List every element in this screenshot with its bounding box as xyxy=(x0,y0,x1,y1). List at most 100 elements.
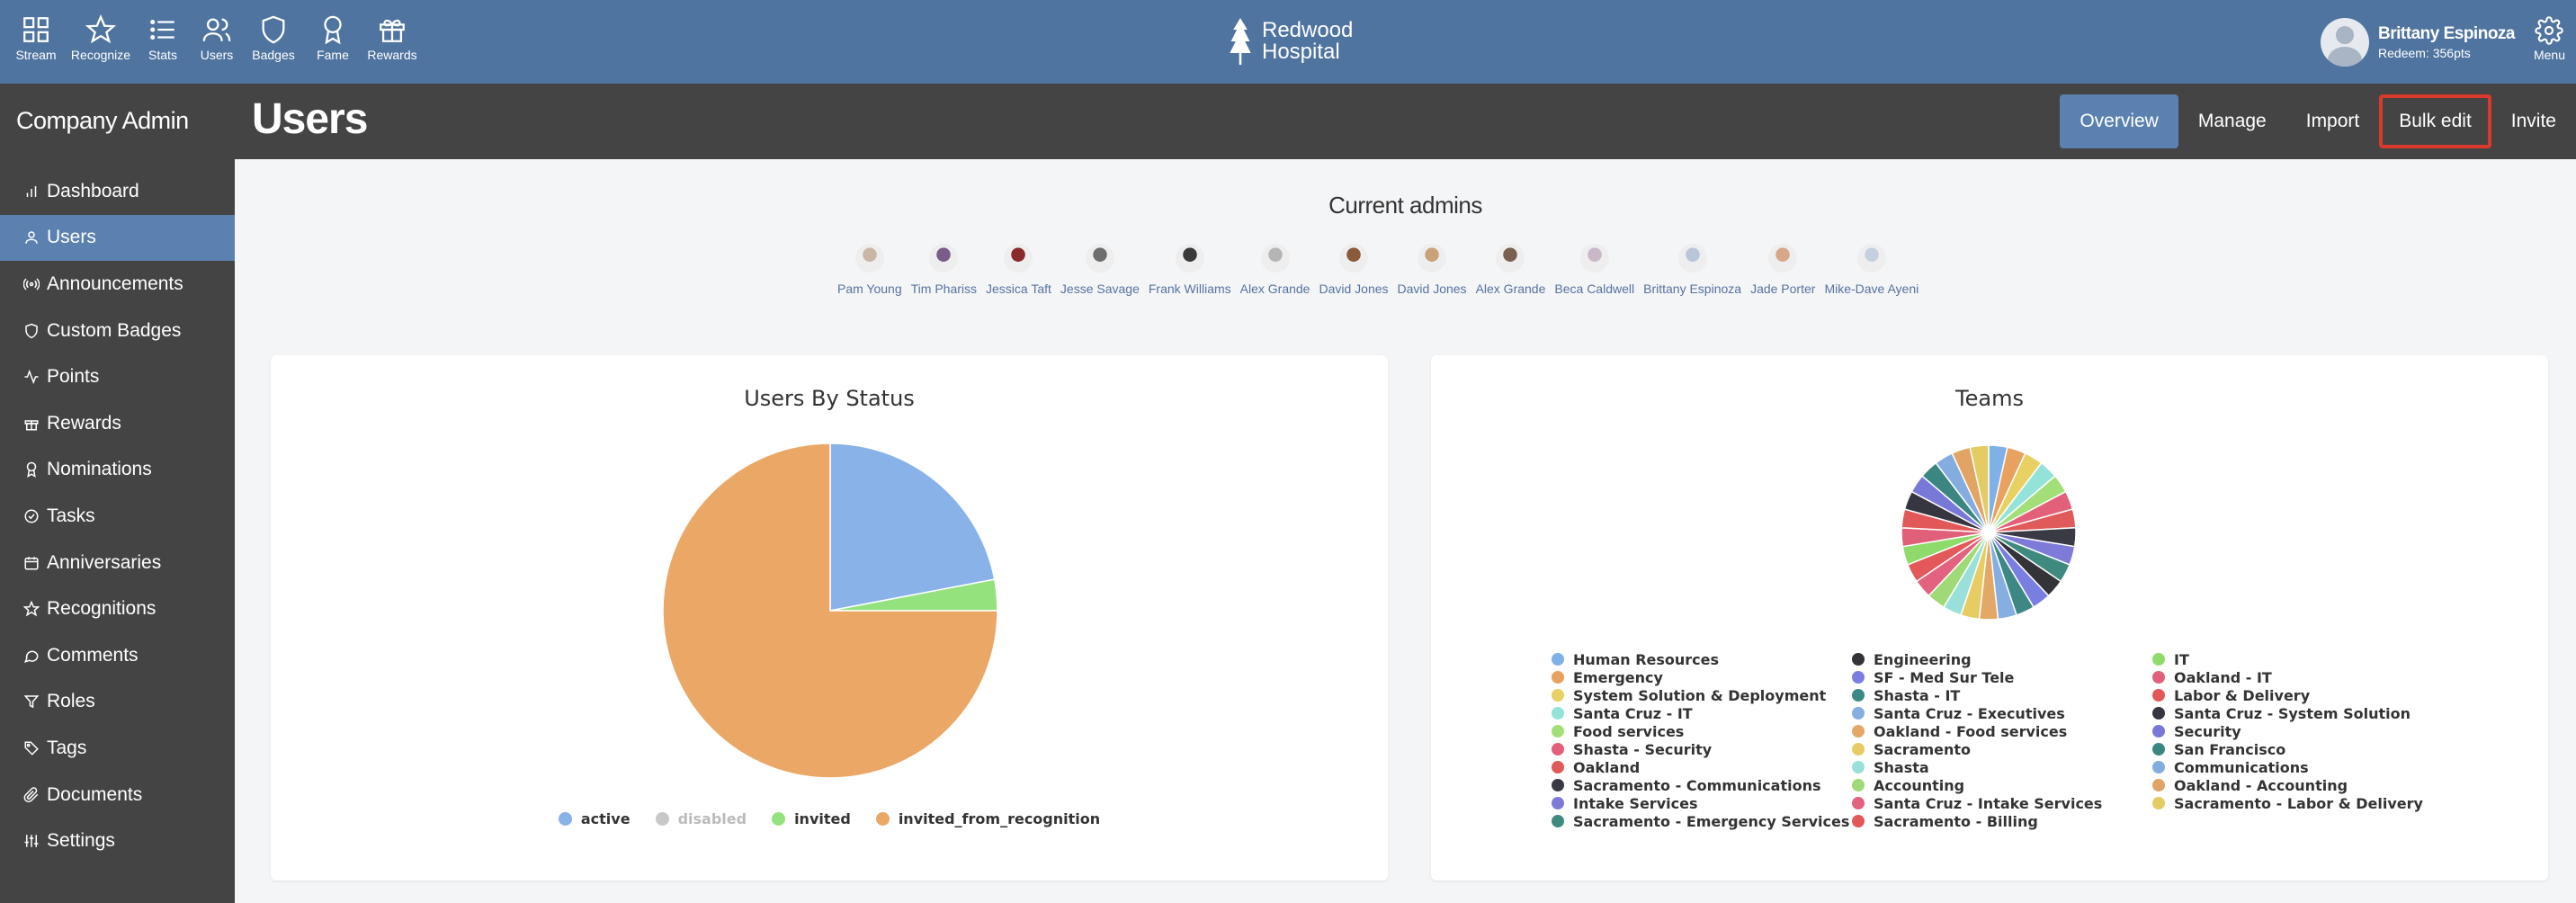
nav-fame[interactable]: Fame xyxy=(306,14,360,62)
sidebar-item-comments[interactable]: Comments xyxy=(0,632,235,679)
legend-item[interactable]: Santa Cruz - Executives xyxy=(1852,704,2152,722)
pie-slice[interactable] xyxy=(662,443,998,779)
admin-item[interactable]: Pam Young xyxy=(837,244,902,296)
section-title: Company Admin xyxy=(16,107,189,134)
legend-item[interactable]: Human Resources xyxy=(1552,650,1852,668)
sidebar-item-tags[interactable]: Tags xyxy=(0,725,235,772)
admin-name[interactable]: Mike-Dave Ayeni xyxy=(1824,282,1919,296)
sidebar-item-announcements[interactable]: Announcements xyxy=(0,261,235,308)
sidebar-item-dashboard[interactable]: Dashboard xyxy=(0,168,235,215)
admin-name[interactable]: Brittany Espinoza xyxy=(1643,282,1742,296)
sidebar-item-custom-badges[interactable]: Custom Badges xyxy=(0,308,235,354)
tab-invite[interactable]: Invite xyxy=(2510,111,2556,131)
sidebar-item-settings[interactable]: Settings xyxy=(0,818,235,864)
tab-overview[interactable]: Overview xyxy=(2060,94,2178,148)
admin-name[interactable]: Tim Phariss xyxy=(910,282,978,296)
admin-name[interactable]: David Jones xyxy=(1319,282,1389,296)
legend-item[interactable]: Oakland - IT xyxy=(2152,668,2453,686)
admin-item[interactable]: Jessica Taft xyxy=(986,244,1051,296)
legend-item[interactable]: Security xyxy=(2152,722,2453,740)
legend-item[interactable]: Shasta - Security xyxy=(1552,740,1852,758)
sidebar-item-rewards[interactable]: Rewards xyxy=(0,400,235,447)
admin-item[interactable]: Mike-Dave Ayeni xyxy=(1824,244,1919,296)
legend-item[interactable]: Oakland - Accounting xyxy=(2152,776,2453,794)
sidebar-item-label: Nominations xyxy=(47,459,152,480)
legend-item[interactable]: Accounting xyxy=(1852,776,2152,794)
sidebar-item-points[interactable]: Points xyxy=(0,353,235,400)
pie-slice[interactable] xyxy=(1969,444,1990,533)
admin-item[interactable]: David Jones xyxy=(1398,244,1467,296)
admin-name[interactable]: Alex Grande xyxy=(1239,282,1310,296)
brand-name: Redwood Hospital xyxy=(1262,20,1353,63)
legend-item[interactable]: Sacramento - Emergency Services xyxy=(1552,812,1852,830)
tab-bulk-edit[interactable]: Bulk edit xyxy=(2379,94,2491,148)
nav-rewards[interactable]: Rewards xyxy=(365,14,419,62)
legend-item[interactable]: Sacramento - Billing xyxy=(1852,812,2152,830)
legend-item[interactable]: Oakland xyxy=(1552,758,1852,776)
gift-icon xyxy=(23,416,40,432)
legend-item[interactable]: Shasta xyxy=(1852,758,2152,776)
admin-item[interactable]: Jade Porter xyxy=(1750,244,1815,296)
legend-item[interactable]: invited_from_recognition xyxy=(875,810,1100,827)
pie-slice[interactable] xyxy=(829,443,996,612)
menu-button[interactable]: Menu xyxy=(2534,16,2565,62)
tab-manage[interactable]: Manage xyxy=(2197,111,2267,131)
admin-item[interactable]: Beca Caldwell xyxy=(1554,244,1634,296)
admin-item[interactable]: Brittany Espinoza xyxy=(1643,244,1741,296)
sidebar-item-nominations[interactable]: Nominations xyxy=(0,447,235,494)
legend-item[interactable]: Intake Services xyxy=(1552,794,1852,812)
nav-users[interactable]: Users xyxy=(192,14,241,62)
legend-item[interactable]: Sacramento - Communications xyxy=(1552,776,1852,794)
nav-stream[interactable]: Stream xyxy=(9,14,63,62)
legend-item[interactable]: Shasta - IT xyxy=(1852,686,2152,704)
admin-name[interactable]: Pam Young xyxy=(837,282,902,296)
admin-name[interactable]: Jessica Taft xyxy=(986,282,1051,296)
admin-item[interactable]: Jesse Savage xyxy=(1060,244,1140,296)
nav-stats[interactable]: Stats xyxy=(139,14,187,62)
sidebar-item-recognitions[interactable]: Recognitions xyxy=(0,586,235,632)
avatar xyxy=(854,244,884,273)
nav-recognize[interactable]: Recognize xyxy=(68,14,133,62)
admin-name[interactable]: Beca Caldwell xyxy=(1554,282,1635,296)
admin-name[interactable]: Alex Grande xyxy=(1475,282,1546,296)
legend-item[interactable]: Santa Cruz - Intake Services xyxy=(1852,794,2152,812)
hospital-logo[interactable]: Redwood Hospital xyxy=(1228,18,1353,65)
legend-item[interactable]: SF - Med Sur Tele xyxy=(1852,668,2152,686)
admin-item[interactable]: Tim Phariss xyxy=(911,244,977,296)
admin-name[interactable]: Jesse Savage xyxy=(1060,282,1140,296)
legend-item[interactable]: disabled xyxy=(655,810,747,827)
nav-badges[interactable]: Badges xyxy=(246,14,300,62)
legend-item[interactable]: Engineering xyxy=(1852,650,2152,668)
sidebar-item-documents[interactable]: Documents xyxy=(0,772,235,818)
sidebar-item-anniversaries[interactable]: Anniversaries xyxy=(0,540,235,586)
admin-item[interactable]: Frank Williams xyxy=(1149,244,1231,296)
admin-name[interactable]: Jade Porter xyxy=(1750,282,1816,296)
legend-item[interactable]: San Francisco xyxy=(2152,740,2453,758)
legend-item[interactable]: Oakland - Food services xyxy=(1852,722,2152,740)
legend-item[interactable]: Sacramento - Labor & Delivery xyxy=(2152,794,2453,812)
admin-item[interactable]: David Jones xyxy=(1319,244,1389,296)
avatar xyxy=(929,244,959,273)
legend-item[interactable]: Emergency xyxy=(1552,668,1852,686)
user-profile[interactable]: Brittany Espinoza Redeem: 356pts xyxy=(2321,18,2515,67)
tab-import[interactable]: Import xyxy=(2305,111,2360,131)
sidebar-item-users[interactable]: Users xyxy=(0,214,235,262)
admin-item[interactable]: Alex Grande xyxy=(1475,244,1546,296)
sidebar-item-roles[interactable]: Roles xyxy=(0,679,235,726)
admin-name[interactable]: David Jones xyxy=(1397,282,1467,296)
legend-item[interactable]: Santa Cruz - System Solution xyxy=(2152,704,2453,722)
admin-item[interactable]: Alex Grande xyxy=(1240,244,1310,296)
legend-item[interactable]: invited xyxy=(772,810,851,827)
user-points[interactable]: Redeem: 356pts xyxy=(2378,46,2471,60)
legend-item[interactable]: Food services xyxy=(1552,722,1852,740)
legend-item[interactable]: IT xyxy=(2152,650,2453,668)
legend-item[interactable]: active xyxy=(558,810,631,827)
sidebar-item-tasks[interactable]: Tasks xyxy=(0,493,235,540)
legend-item[interactable]: Labor & Delivery xyxy=(2152,686,2453,704)
shield-icon xyxy=(262,15,285,44)
legend-item[interactable]: System Solution & Deployment xyxy=(1552,686,1852,704)
admin-name[interactable]: Frank Williams xyxy=(1148,282,1231,296)
legend-item[interactable]: Communications xyxy=(2152,758,2453,776)
legend-item[interactable]: Santa Cruz - IT xyxy=(1552,704,1852,722)
legend-item[interactable]: Sacramento xyxy=(1852,740,2152,758)
